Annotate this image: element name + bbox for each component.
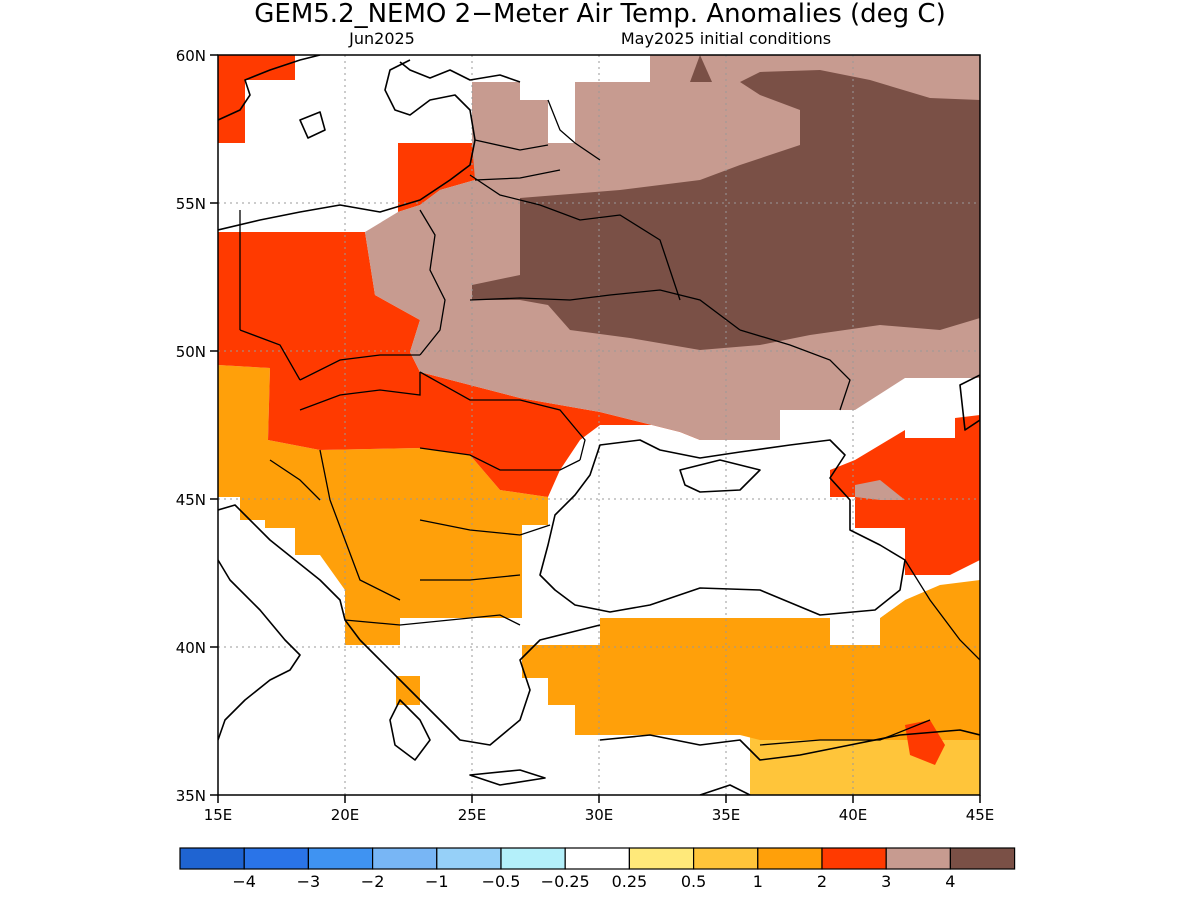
- lat-label: 60N: [176, 47, 206, 65]
- black-sea-coast: [539, 439, 906, 616]
- country-borders: [239, 99, 980, 746]
- colorbar-swatch: [757, 847, 823, 870]
- colorbar-swatch: [692, 847, 759, 870]
- colorbar-label: 0.25: [612, 872, 648, 891]
- colorbar-swatch: [949, 847, 1016, 870]
- border-ukraine-east: [739, 329, 851, 411]
- colorbar-label: −2: [361, 872, 385, 891]
- border-serbia: [319, 449, 401, 601]
- latitude-labels: 60N 55N 50N 45N 40N 35N: [176, 47, 206, 805]
- colorbar-label: −0.25: [541, 872, 590, 891]
- lon-label: 40E: [839, 806, 868, 824]
- colorbar-label: 0.5: [681, 872, 706, 891]
- anomaly-region-gt4-north: [690, 55, 712, 82]
- anomaly-region-2-3-anatolia-east: [905, 720, 945, 765]
- colorbar-swatch: [500, 847, 566, 870]
- border-ukraine-north: [469, 289, 741, 331]
- border-poland-east: [419, 209, 446, 356]
- border-russia-west: [547, 99, 601, 161]
- lat-label: 45N: [176, 491, 206, 509]
- axis-ticks: [210, 54, 981, 803]
- adriatic-coast: [218, 504, 361, 641]
- crete: [469, 769, 546, 786]
- colorbar-swatch: [885, 847, 952, 870]
- anomaly-region-3-4-south: [855, 480, 905, 500]
- peloponnese: [389, 699, 431, 761]
- border-belarus: [469, 174, 681, 301]
- colorbar: −4 −3 −2 −1 −0.5 −0.25 0.25 0.5 1 2 3 4: [179, 847, 1016, 891]
- graticule: [218, 55, 980, 795]
- cyprus: [699, 784, 751, 795]
- anomaly-region-1-2-greece: [396, 676, 420, 705]
- anomaly-region-1-2-turkey: [522, 580, 980, 740]
- border-romania: [419, 371, 581, 471]
- colorbar-swatch: [564, 847, 631, 870]
- gulf-of-finland-coast: [399, 61, 521, 83]
- gotland: [299, 111, 326, 139]
- colorbar-label: 2: [817, 872, 827, 891]
- anomaly-region-2-3-scandinavia: [218, 55, 295, 143]
- colorbar-label: −4: [232, 872, 256, 891]
- lon-label: 20E: [331, 806, 360, 824]
- forecast-month: Jun2025: [348, 29, 415, 48]
- colorbar-label: 4: [945, 872, 955, 891]
- colorbar-label: 3: [881, 872, 891, 891]
- colorbar-swatch: [628, 847, 695, 870]
- aegean-coast: [359, 624, 601, 746]
- colorbar-swatch: [307, 847, 374, 870]
- border-bosnia: [269, 459, 321, 501]
- caspian-coast: [959, 374, 980, 431]
- lon-label: 35E: [712, 806, 741, 824]
- lat-label: 55N: [176, 195, 206, 213]
- border-moldova: [519, 399, 586, 461]
- border-greece-north: [344, 614, 521, 626]
- colorbar-label: 1: [753, 872, 763, 891]
- figure-title: GEM5.2_NEMO 2−Meter Air Temp. Anomalies …: [254, 0, 945, 29]
- border-syria: [759, 719, 931, 746]
- colorbar-label: −3: [297, 872, 321, 891]
- colorbar-label: −1: [425, 872, 449, 891]
- anomaly-region-1-2-balkans: [218, 365, 548, 645]
- lat-label: 50N: [176, 343, 206, 361]
- longitude-labels: 15E 20E 25E 30E 35E 40E 45E: [204, 806, 995, 824]
- colorbar-label: −0.5: [482, 872, 521, 891]
- italy-coast: [218, 559, 301, 741]
- lon-label: 30E: [585, 806, 614, 824]
- initial-conditions-label: May2025 initial conditions: [621, 29, 831, 48]
- border-czech: [239, 329, 301, 381]
- border-hungary: [299, 372, 421, 411]
- border-slovakia: [299, 354, 420, 381]
- colorbar-swatch: [436, 847, 502, 870]
- azov-sea-coast: [679, 459, 761, 493]
- colorbar-swatch: [243, 847, 309, 870]
- border-baltic-states: [474, 139, 561, 181]
- lon-label: 25E: [458, 806, 487, 824]
- colorbar-swatch: [821, 847, 887, 870]
- border-bulgaria: [419, 519, 551, 581]
- colorbar-swatch: [372, 847, 438, 870]
- lon-label: 15E: [204, 806, 233, 824]
- border-turkey-east: [904, 559, 980, 661]
- map-area: [218, 55, 980, 795]
- anomaly-region-2-3-poland-west: [398, 143, 475, 212]
- lat-label: 40N: [176, 639, 206, 657]
- lat-label: 35N: [176, 787, 206, 805]
- lon-label: 45E: [966, 806, 995, 824]
- anatolia-south-coast: [599, 729, 980, 761]
- scandinavia-coast: [218, 55, 321, 121]
- anomaly-region-2-3-caucasus: [830, 415, 980, 575]
- anomaly-region-2-3-central-europe: [218, 232, 780, 497]
- colorbar-swatch: [179, 847, 245, 870]
